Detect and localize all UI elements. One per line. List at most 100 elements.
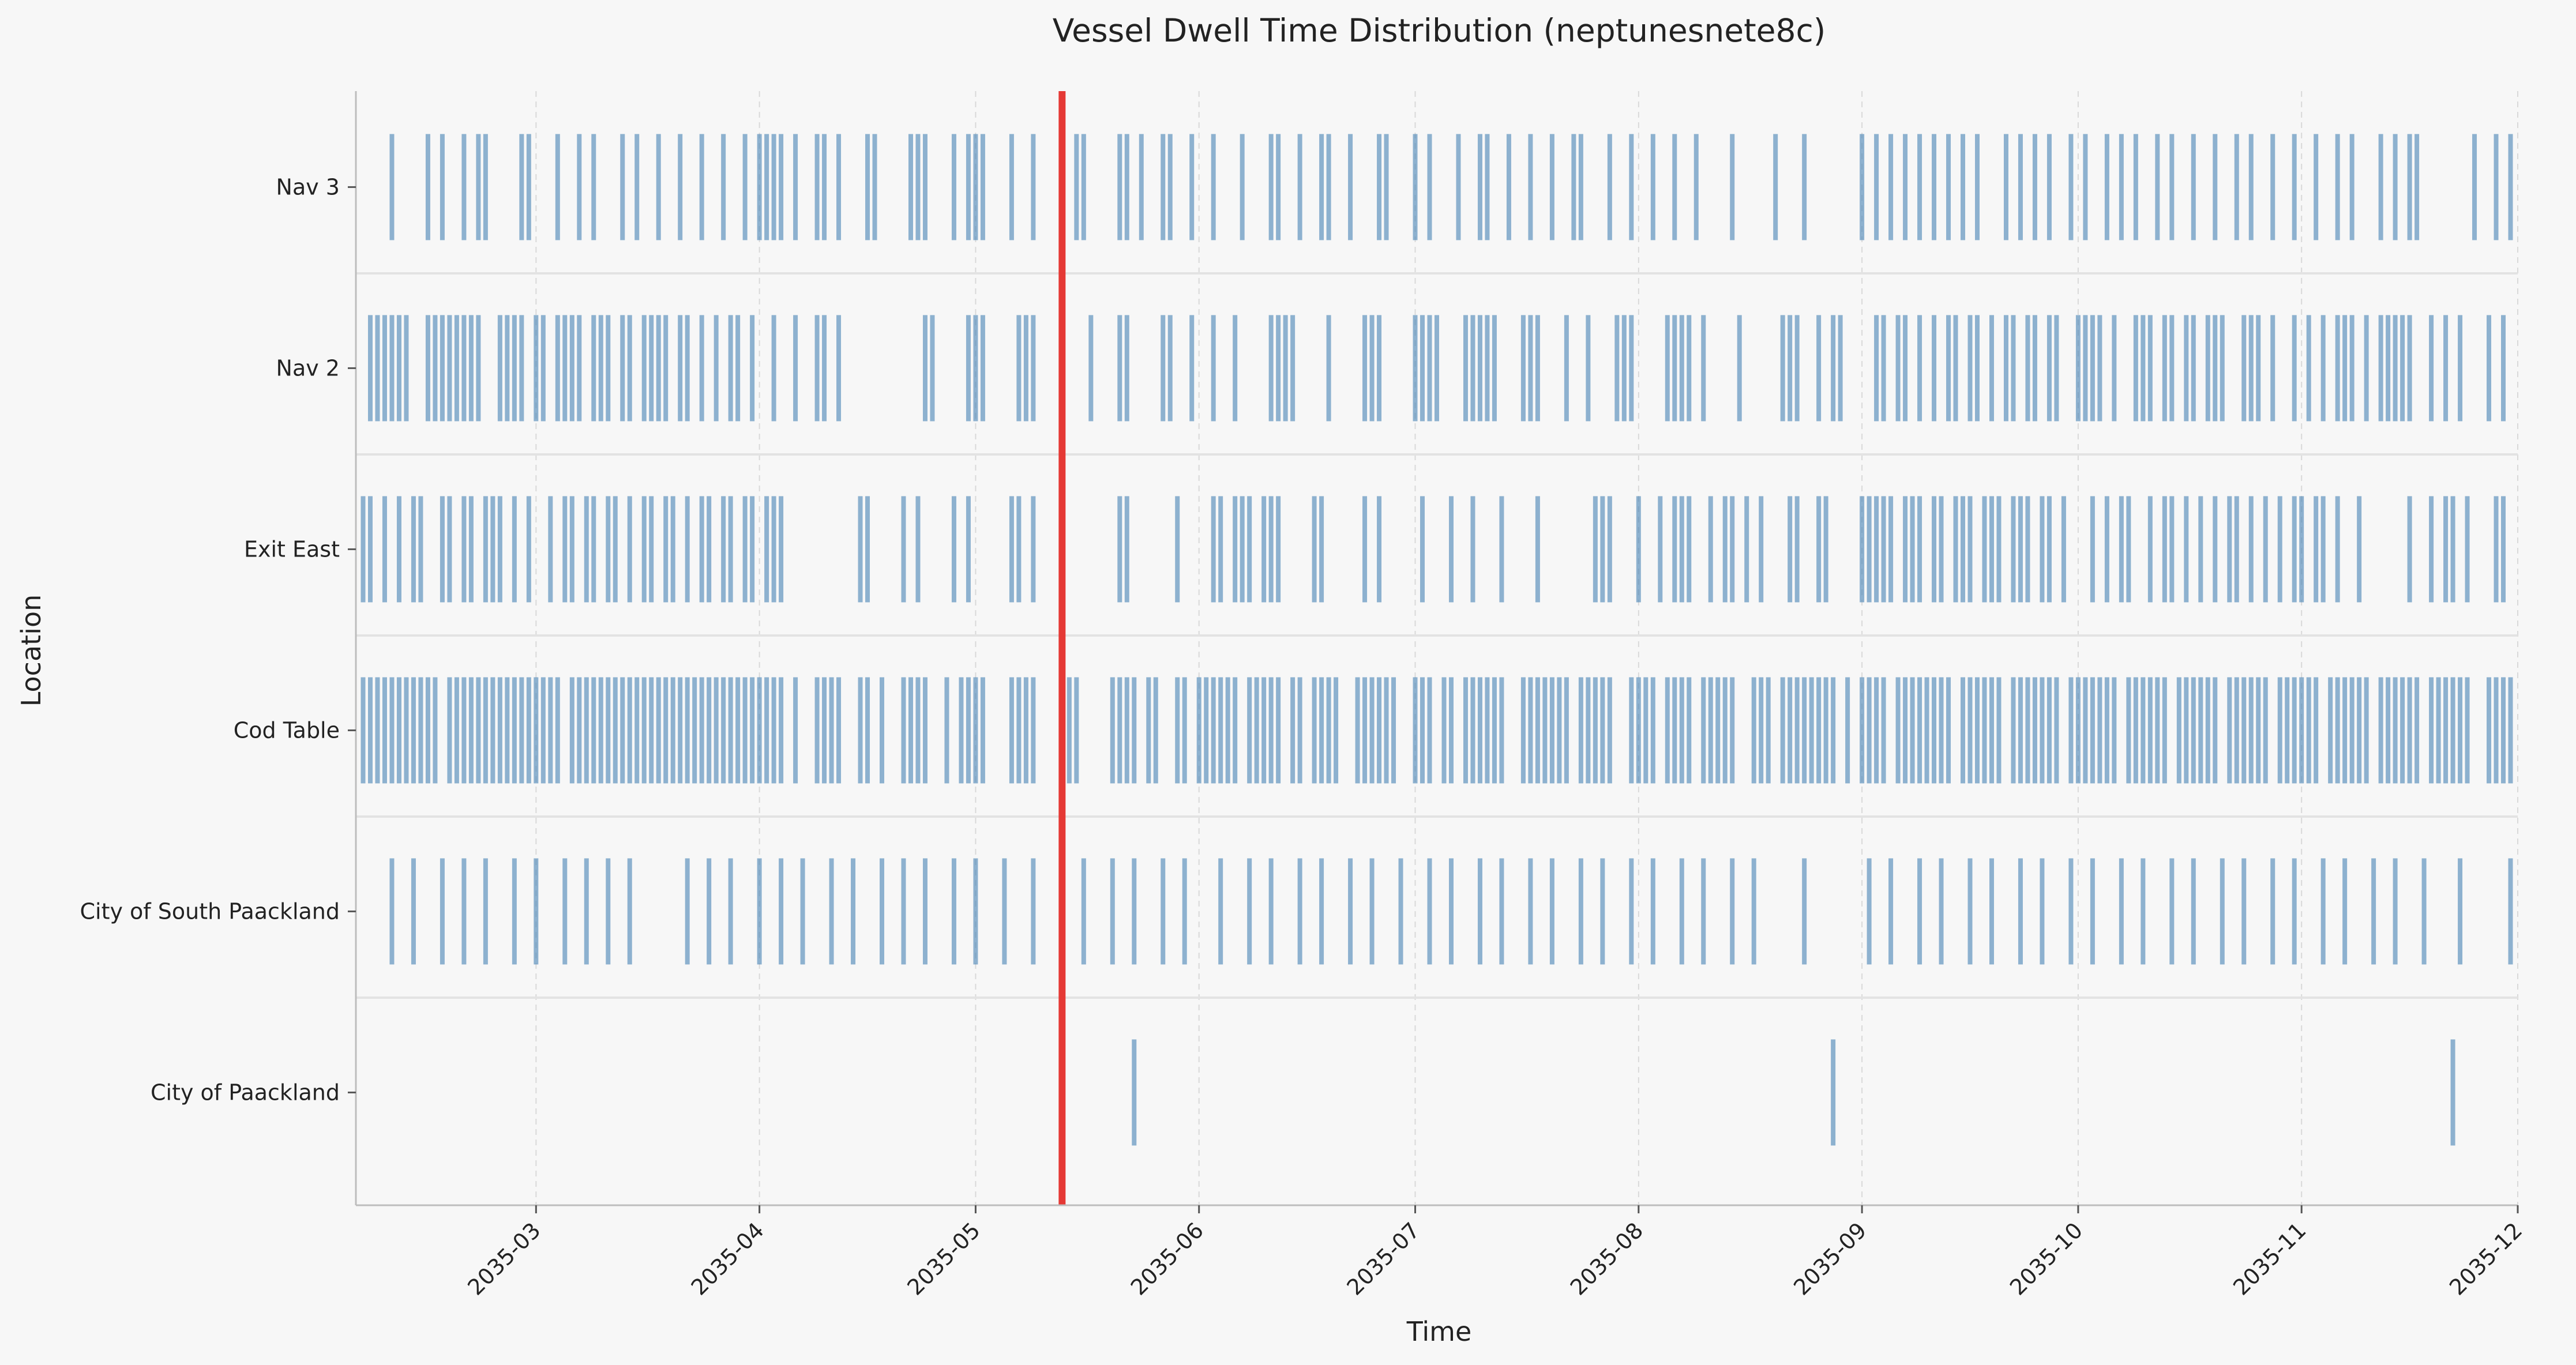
event-mark [836,677,842,784]
event-mark [433,315,438,422]
event-mark [425,677,430,784]
event-mark [1975,315,1980,422]
event-mark [375,315,380,422]
event-mark [2292,315,2297,422]
event-mark [728,496,733,603]
event-mark [526,677,531,784]
event-mark [2133,677,2138,784]
event-mark [2018,496,2023,603]
event-mark [1867,496,1872,603]
event-mark [411,858,416,965]
event-mark [1823,496,1828,603]
event-mark [2472,134,2477,240]
event-mark [1967,496,1973,603]
event-mark [901,677,906,784]
event-mark [562,496,568,603]
event-mark [555,677,560,784]
event-mark [685,315,690,422]
event-mark [1081,858,1086,965]
event-mark [1650,677,1655,784]
event-mark [901,858,906,965]
event-mark [1009,134,1014,240]
event-mark [2349,315,2355,422]
event-mark [915,496,921,603]
event-mark [2407,677,2412,784]
event-mark [1932,315,1937,422]
event-mark [2357,677,2362,784]
event-mark [649,677,654,784]
event-mark [1124,496,1129,603]
event-mark [476,134,481,240]
event-mark [2018,677,2023,784]
event-mark [534,315,539,422]
event-mark [1233,677,1238,784]
event-mark [966,677,971,784]
event-mark [2184,677,2189,784]
event-mark [2147,677,2153,784]
event-mark [2241,858,2247,965]
event-mark [440,315,445,422]
event-mark [1369,858,1375,965]
event-mark [2414,134,2420,240]
event-mark [2487,677,2492,784]
event-mark [1888,496,1894,603]
event-mark [569,315,574,422]
event-mark [2248,496,2254,603]
x-tick-label: 2035-04 [686,1217,769,1300]
event-mark [367,677,373,784]
event-mark [1240,134,1245,240]
event-mark [1989,858,1994,965]
event-mark [2213,496,2218,603]
event-mark [2292,858,2297,965]
event-mark [973,677,978,784]
event-mark [1881,315,1886,422]
event-mark [771,134,776,240]
event-mark [1218,496,1223,603]
event-mark [2104,134,2109,240]
event-mark [1672,315,1677,422]
event-mark [771,496,776,603]
grid-layer [535,91,2518,1205]
event-mark [2256,315,2261,422]
event-mark [951,496,956,603]
event-mark [973,858,978,965]
event-mark [1110,858,1115,965]
event-mark [822,315,827,422]
event-mark [2191,858,2196,965]
event-mark [1766,677,1771,784]
event-mark [1658,496,1663,603]
event-mark [367,496,373,603]
event-mark [540,677,546,784]
event-mark [2429,496,2434,603]
event-mark [1802,677,1807,784]
event-mark [2032,315,2037,422]
event-mark [1355,677,1360,784]
event-mark [1218,858,1223,965]
event-mark [1665,315,1670,422]
event-mark [1953,315,1958,422]
event-mark [922,677,927,784]
event-mark [2421,858,2427,965]
event-mark [1939,858,1944,965]
event-mark [1463,677,1468,784]
event-mark [2155,677,2160,784]
event-mark [1348,134,1353,240]
event-mark [742,134,748,240]
event-mark [822,677,827,784]
event-mark [764,677,769,784]
event-mark [2443,315,2449,422]
event-mark [1715,677,1721,784]
event-mark [1917,134,1922,240]
event-mark [721,677,726,784]
event-mark [2349,677,2355,784]
event-mark [2292,134,2297,240]
event-mark [2025,315,2030,422]
event-mark [1326,677,1331,784]
event-mark [1788,677,1793,784]
event-mark [901,496,906,603]
event-mark [1117,315,1122,422]
event-mark [2141,315,2146,422]
event-mark [2292,496,2297,603]
event-mark [1312,677,1317,784]
event-mark [793,677,798,784]
